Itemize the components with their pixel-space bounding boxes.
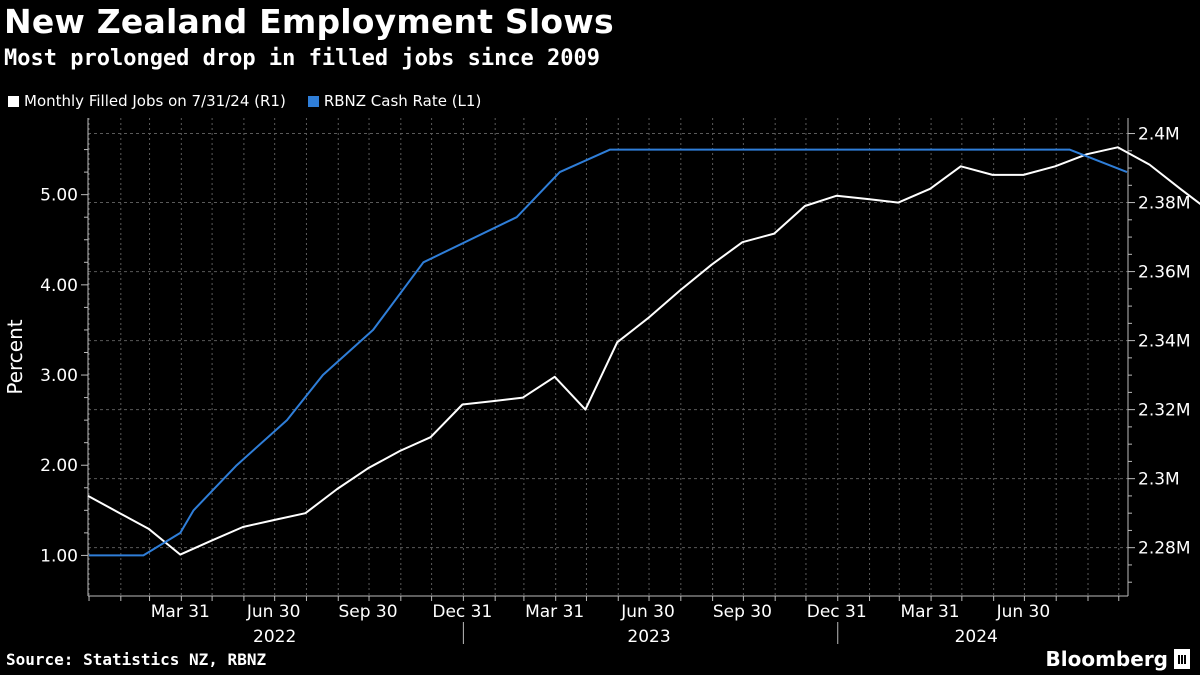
x-axis-tick-label: Dec 31 [432,602,492,622]
brand-logo: Bloomberg [1046,647,1190,671]
source-note: Source: Statistics NZ, RBNZ [6,650,267,669]
right-axis-tick-label: 2.32M [1138,401,1191,421]
x-axis-tick-label: Jun 30 [996,602,1051,622]
x-axis-tick-label: Mar 31 [900,602,959,622]
left-axis-tick-label: 4.00 [40,276,78,296]
chart-title: New Zealand Employment Slows [4,2,614,41]
left-axis-title: Percent [3,319,27,394]
cash-rate-line [89,148,1128,557]
x-axis-tick-label: Jun 30 [620,602,675,622]
bloomberg-terminal-icon [1174,649,1190,669]
left-axis-tick-label: 1.00 [40,546,78,566]
legend-swatch-cash-rate [307,95,319,107]
year-label: 2023 [627,627,670,647]
legend-item-filled-jobs: Monthly Filled Jobs on 7/31/24 (R1) [8,92,286,110]
legend-swatch-filled-jobs [8,95,19,107]
chart-legend: Monthly Filled Jobs on 7/31/24 (R1) RBNZ… [8,92,481,110]
right-axis-tick-label: 2.38M [1138,194,1191,214]
filled-jobs-line [87,146,1200,556]
year-label: 2022 [253,627,296,647]
right-axis-tick-label: 2.34M [1138,332,1191,352]
brand-name: Bloomberg [1045,647,1168,671]
x-axis-tick-label: Mar 31 [525,602,584,622]
left-axis-tick-label: 3.00 [40,366,78,386]
right-axis-tick-label: 2.28M [1138,539,1191,559]
legend-item-cash-rate: RBNZ Cash Rate (L1) [307,92,482,110]
chart-subtitle: Most prolonged drop in filled jobs since… [4,46,601,71]
right-axis-tick-label: 2.4M [1138,125,1180,145]
left-axis-tick-label: 2.00 [40,456,78,476]
x-axis-tick-label: Mar 31 [151,602,210,622]
year-label: 2024 [955,627,998,647]
x-axis-tick-label: Sep 30 [338,602,397,622]
x-axis-tick-label: Jun 30 [246,602,301,622]
x-axis-tick-label: Sep 30 [713,602,772,622]
right-axis-tick-label: 2.36M [1138,263,1191,283]
legend-label-filled-jobs: Monthly Filled Jobs on 7/31/24 (R1) [24,92,286,110]
x-axis-tick-label: Dec 31 [807,602,867,622]
right-axis-tick-label: 2.3M [1138,470,1180,490]
legend-label-cash-rate: RBNZ Cash Rate (L1) [323,92,482,110]
left-axis-tick-label: 5.00 [40,186,78,206]
